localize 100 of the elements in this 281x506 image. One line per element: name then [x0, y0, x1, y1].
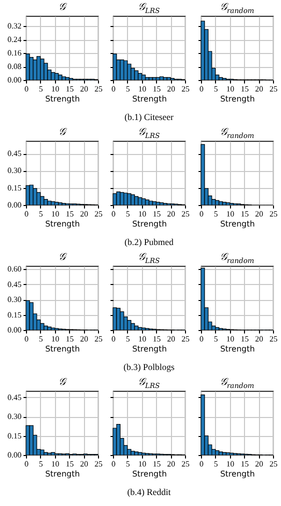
x-tick-label: 10 [138, 210, 146, 218]
x-tick-label: 10 [226, 460, 234, 468]
x-tick-label: 15 [240, 84, 249, 94]
x-axis-title: Strength [220, 470, 255, 478]
x-tick-label: 10 [51, 334, 60, 344]
y-tick-label: 0.15 [8, 431, 22, 440]
x-tick-label: 0 [112, 84, 116, 94]
x-axis-title: Strength [132, 470, 167, 478]
x-tick-label: 0 [24, 84, 28, 94]
x-tick-label: 15 [66, 210, 74, 218]
x-tick-label: 20 [255, 210, 264, 218]
x-tick-label: 25 [182, 460, 190, 468]
x-tick-label: 25 [94, 84, 102, 94]
x-axis-title: Strength [45, 470, 80, 478]
x-tick-label: 15 [240, 210, 249, 218]
x-tick-label: 5 [126, 334, 130, 344]
x-tick-label: 0 [200, 210, 204, 218]
x-tick-label: 0 [112, 334, 116, 344]
x-tick-label: 0 [200, 460, 204, 468]
x-tick-label: 20 [167, 210, 176, 218]
y-tick-label: 0.24 [8, 35, 22, 44]
x-tick-label: 0 [200, 84, 204, 94]
x-tick-label: 15 [240, 334, 249, 344]
x-axis-title: Strength [45, 344, 80, 354]
x-tick-label: 0 [112, 460, 116, 468]
y-tick-label: 0.45 [8, 392, 22, 402]
y-tick-label: 0.16 [8, 48, 22, 58]
text: (b.1) Citeseer [124, 111, 174, 123]
x-tick-label: 15 [152, 460, 161, 468]
x-tick-label: 15 [152, 334, 161, 344]
y-tick-label: 0.00 [8, 450, 22, 460]
y-tick-label: 0.00 [8, 76, 22, 84]
x-tick-label: 25 [182, 334, 190, 344]
x-tick-label: 0 [24, 210, 28, 218]
x-tick-label: 5 [214, 334, 218, 344]
x-tick-label: 10 [138, 334, 146, 344]
x-tick-label: 25 [270, 334, 278, 344]
x-tick-label: 25 [94, 334, 102, 344]
y-tick-label: 0.00 [8, 326, 22, 334]
x-tick-label: 5 [126, 210, 130, 218]
x-axis-title: Strength [132, 344, 167, 354]
chart-title: 𝒢 [58, 252, 68, 264]
chart-title: 𝒢$_{random}$ [218, 127, 256, 142]
x-tick-label: 20 [255, 460, 264, 468]
x-tick-label: 10 [226, 84, 234, 94]
x-tick-label: 10 [51, 210, 60, 218]
x-tick-label: 10 [138, 84, 146, 94]
x-tick-label: 25 [182, 210, 190, 218]
x-tick-label: 15 [152, 210, 161, 218]
y-tick-label: 0.60 [8, 264, 22, 274]
x-tick-label: 10 [226, 334, 234, 344]
x-tick-label: 25 [94, 460, 102, 468]
x-tick-label: 20 [167, 84, 176, 94]
x-tick-label: 0 [200, 334, 204, 344]
x-tick-label: 0 [24, 460, 28, 468]
chart-title: 𝒢 [58, 127, 68, 139]
chart-title: 𝒢$_{random}$ [218, 252, 256, 267]
x-tick-label: 20 [167, 460, 176, 468]
x-tick-label: 5 [126, 84, 130, 94]
x-axis-title: Strength [132, 94, 167, 104]
x-tick-label: 20 [80, 460, 88, 468]
text: (b.2) Pubmed [124, 236, 174, 248]
x-tick-label: 5 [214, 84, 218, 94]
y-tick-label: 0.08 [8, 62, 22, 72]
x-tick-label: 0 [24, 334, 28, 344]
text: (b.4) Reddit [127, 486, 171, 498]
y-tick-label: 0.30 [8, 295, 22, 304]
chart-title: 𝒢$_{LRS}$ [137, 252, 161, 267]
chart-title: 𝒢$_{LRS}$ [137, 2, 161, 17]
x-tick-label: 25 [182, 84, 190, 94]
x-axis-title: Strength [220, 94, 255, 104]
x-tick-label: 5 [38, 210, 43, 218]
x-tick-label: 20 [255, 334, 264, 344]
chart-title: 𝒢$_{LRS}$ [137, 377, 161, 392]
chart-title: 𝒢 [58, 377, 68, 389]
x-tick-label: 10 [51, 84, 60, 94]
x-tick-label: 20 [80, 210, 88, 218]
y-tick-label: 0.45 [8, 280, 22, 289]
y-tick-label: 0.32 [8, 22, 22, 31]
x-tick-label: 5 [38, 460, 43, 468]
x-tick-label: 15 [240, 460, 249, 468]
x-tick-label: 15 [152, 84, 161, 94]
x-tick-label: 25 [270, 84, 278, 94]
chart-title: 𝒢$_{random}$ [218, 377, 256, 392]
x-tick-label: 15 [66, 460, 74, 468]
chart-title: 𝒢$_{random}$ [218, 2, 256, 17]
x-tick-label: 25 [270, 210, 278, 218]
chart-title: 𝒢$_{LRS}$ [137, 127, 161, 142]
y-tick-label: 0.45 [8, 149, 22, 158]
x-tick-label: 20 [80, 84, 88, 94]
y-tick-label: 0.15 [8, 183, 22, 192]
x-axis-title: Strength [45, 220, 80, 228]
y-tick-label: 0.30 [8, 166, 22, 176]
x-tick-label: 10 [51, 460, 60, 468]
x-tick-label: 5 [126, 460, 130, 468]
x-tick-label: 25 [270, 460, 278, 468]
x-tick-label: 20 [167, 334, 176, 344]
x-axis-title: Strength [220, 344, 255, 354]
y-tick-label: 0.30 [8, 412, 22, 422]
x-tick-label: 15 [66, 84, 74, 94]
